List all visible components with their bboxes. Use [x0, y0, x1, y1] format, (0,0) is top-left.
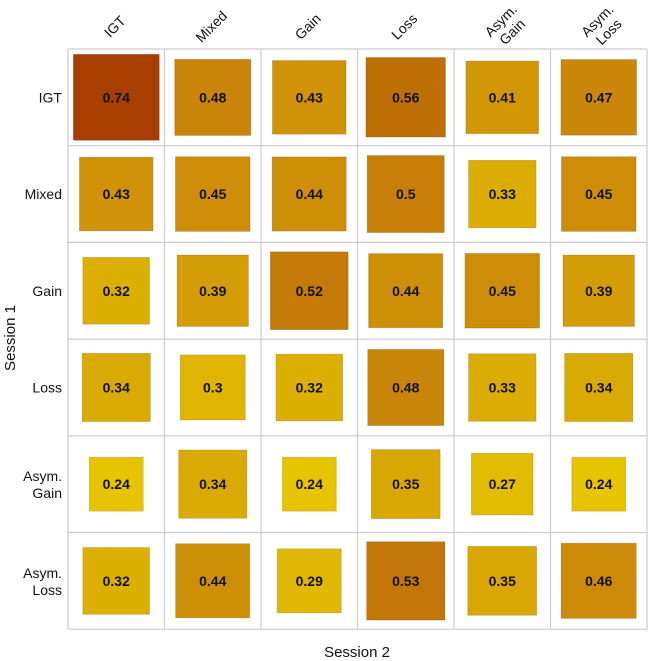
y-axis-title: Session 1: [2, 305, 19, 371]
column-tick-label: Gain: [292, 10, 324, 42]
cell-value-label: 0.32: [103, 283, 130, 299]
heatmap-cell: [82, 256, 151, 325]
heatmap-cell: [468, 159, 537, 229]
cell-value-label: 0.47: [585, 89, 612, 105]
column-tick-label: Asym.Loss: [578, 1, 628, 51]
heatmap-cell: [465, 60, 539, 135]
cell-value-label: 0.32: [296, 379, 323, 395]
cell-value-label: 0.35: [392, 476, 419, 492]
column-tick-label: Mixed: [192, 8, 230, 46]
heatmap-cell: [367, 348, 445, 426]
heatmap-cell: [561, 156, 637, 232]
row-tick-label: Asym. Gain: [23, 468, 62, 501]
cell-value-label: 0.24: [296, 476, 323, 492]
cell-value-label: 0.56: [392, 89, 419, 105]
row-tick-label: Loss: [32, 379, 62, 395]
cell-value-label: 0.32: [103, 573, 130, 589]
cell-value-label: 0.33: [489, 379, 516, 395]
heatmap-cell: [571, 456, 627, 512]
heatmap-cell: [275, 353, 344, 422]
heatmap-cell: [368, 253, 444, 329]
cell-value-label: 0.48: [392, 379, 419, 395]
cell-value-label: 0.39: [585, 283, 612, 299]
heatmap-cell: [81, 352, 151, 422]
heatmap-cell: [366, 155, 445, 233]
cell-value-label: 0.74: [103, 89, 130, 105]
cell-value-label: 0.53: [392, 573, 419, 589]
row-tick-label: Asym. Loss: [23, 565, 62, 598]
cell-value-label: 0.29: [296, 573, 323, 589]
cell-value-label: 0.35: [489, 573, 516, 589]
heatmap-cell: [88, 456, 144, 512]
heatmap-cell: [174, 58, 252, 136]
heatmap-cell: [564, 352, 634, 422]
heatmap-cell: [370, 449, 441, 520]
cell-value-label: 0.45: [585, 186, 612, 202]
cell-value-label: 0.41: [489, 89, 516, 105]
heatmap-cell: [467, 545, 538, 616]
heatmap-cell: [365, 57, 446, 138]
column-tick-label: IGT: [101, 12, 129, 40]
row-tick-label: Gain: [32, 283, 62, 299]
row-tick-label: IGT: [39, 89, 63, 105]
cell-value-label: 0.48: [199, 89, 226, 105]
cell-value-label: 0.33: [489, 186, 516, 202]
heatmap-cell: [176, 254, 249, 327]
heatmap-cell: [562, 254, 635, 327]
heatmap-grid: [67, 48, 648, 630]
cell-value-label: 0.27: [489, 476, 516, 492]
cell-value-label: 0.43: [103, 186, 130, 202]
cell-value-label: 0.43: [296, 89, 323, 105]
heatmap-cells: 0.74 0.48 0.43 0.56 0.41 0.47 0.43 0.45 0.44 0.5 0…: [72, 53, 638, 621]
column-tick-label: Loss: [388, 10, 420, 42]
row-tick-label: Mixed: [25, 186, 62, 202]
column-tick-label: Asym.Gain: [481, 1, 531, 51]
heatmap-cell: [271, 156, 347, 232]
heatmap-cell: [281, 456, 337, 512]
cell-value-label: 0.34: [585, 379, 612, 395]
heatmap-cell: [271, 60, 347, 135]
cell-value-label: 0.45: [489, 283, 516, 299]
cell-value-label: 0.44: [199, 573, 226, 589]
x-axis-title: Session 2: [324, 644, 390, 661]
heatmap-cell: [269, 251, 349, 331]
heatmap-cell: [464, 252, 540, 329]
heatmap-cell: [468, 353, 537, 422]
heatmap-cell: [276, 548, 342, 614]
heatmap-cell: [72, 53, 160, 141]
column-tick-labels: IGT Mixed Gain Loss Asym.Gain Asym.Loss: [101, 1, 628, 51]
cell-value-label: 0.44: [392, 283, 419, 299]
heatmap-cell: [175, 543, 251, 619]
cell-value-label: 0.46: [585, 573, 612, 589]
cell-value-label: 0.39: [199, 283, 226, 299]
heatmap-cell: [179, 354, 246, 421]
cell-value-label: 0.5: [396, 186, 416, 202]
heatmap-cell: [174, 156, 251, 232]
heatmap-cell: [82, 547, 151, 615]
heatmap-cell: [560, 542, 637, 619]
cell-value-label: 0.44: [296, 186, 323, 202]
cell-value-label: 0.45: [199, 186, 226, 202]
heatmap-cell: [470, 452, 534, 516]
cell-value-label: 0.52: [296, 283, 323, 299]
row-tick-labels: IGT Mixed Gain Loss Asym. Gain Asym. Loss: [23, 89, 62, 597]
cell-value-label: 0.3: [203, 379, 223, 395]
cell-value-label: 0.24: [103, 476, 130, 492]
cell-value-label: 0.34: [103, 379, 130, 395]
heatmap-cell: [178, 449, 248, 519]
heatmap-cell: [560, 59, 638, 136]
heatmap-cell: [79, 156, 154, 232]
cell-value-label: 0.34: [199, 476, 226, 492]
heatmap-cell: [366, 541, 446, 621]
cell-value-label: 0.24: [585, 476, 612, 492]
